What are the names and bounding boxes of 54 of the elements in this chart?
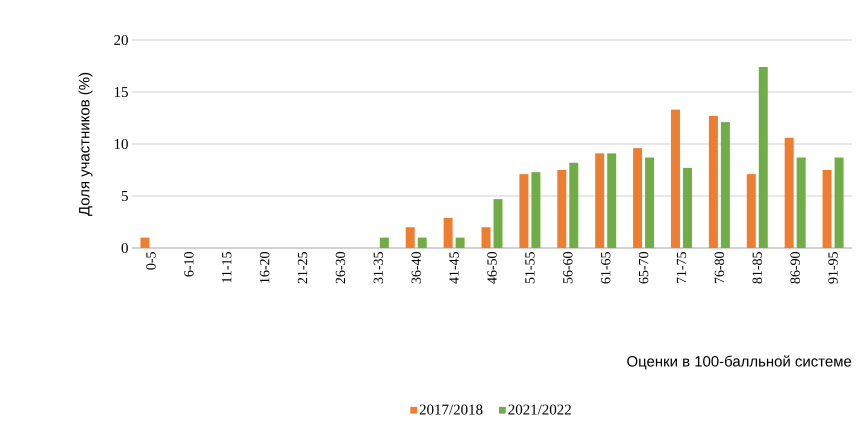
x-axis-title: Оценки в 100-балльной системе [627,355,852,370]
x-tick-label: 16-20 [260,252,270,283]
bar [784,138,794,248]
x-tick-label: 46-50 [487,252,497,284]
x-tick-label: 31-35 [374,252,384,284]
bar [494,199,503,248]
bar [557,170,566,248]
bar [834,158,844,248]
bar [482,227,491,248]
x-tick-label: 21-25 [298,252,308,284]
bar [708,116,718,248]
bar [607,153,616,248]
bar [796,158,806,248]
x-tick-label: 61-65 [601,252,610,284]
x-tick-label: 65-70 [638,252,648,284]
x-tick-label: 76-80 [714,252,724,284]
bar [595,153,604,248]
y-tick-label: 5 [122,191,128,201]
bar [822,170,832,248]
y-tick-label: 20 [114,34,128,46]
bar [670,110,680,248]
bar [406,227,415,248]
legend-label: 2017/2018 [420,404,482,415]
x-tick-label: 41-45 [449,252,459,284]
bar [645,158,654,248]
x-tick-label: 81-85 [752,252,762,284]
bar [519,174,528,248]
bar [531,172,540,248]
x-tick-label: 86-90 [790,252,800,284]
x-tick-label: 91-95 [828,252,838,284]
bar [682,168,692,248]
y-tick-label: 15 [114,87,128,97]
bar [633,148,642,248]
bar [444,218,453,248]
x-tick-label: 51-55 [525,252,535,284]
bar [418,238,427,248]
bar [456,238,465,248]
x-tick-label: 11-15 [222,252,232,282]
bar [569,162,578,248]
x-tick-label: 6-10 [184,252,194,276]
y-tick-label: 10 [114,138,128,150]
x-tick-label: 36-40 [412,252,421,284]
bar [140,238,150,248]
bar [720,122,730,248]
bar [746,174,756,248]
x-tick-label: 56-60 [563,252,573,284]
bar [758,67,768,248]
y-axis-title: Доля участников (%) [78,72,92,216]
x-tick-label: 71-75 [676,252,686,284]
legend-label: 2021/2022 [508,404,571,415]
y-tick-label: 0 [122,242,128,254]
bar [380,238,389,248]
x-tick-label: 26-30 [336,252,346,284]
x-tick-label: 0-5 [146,252,156,270]
